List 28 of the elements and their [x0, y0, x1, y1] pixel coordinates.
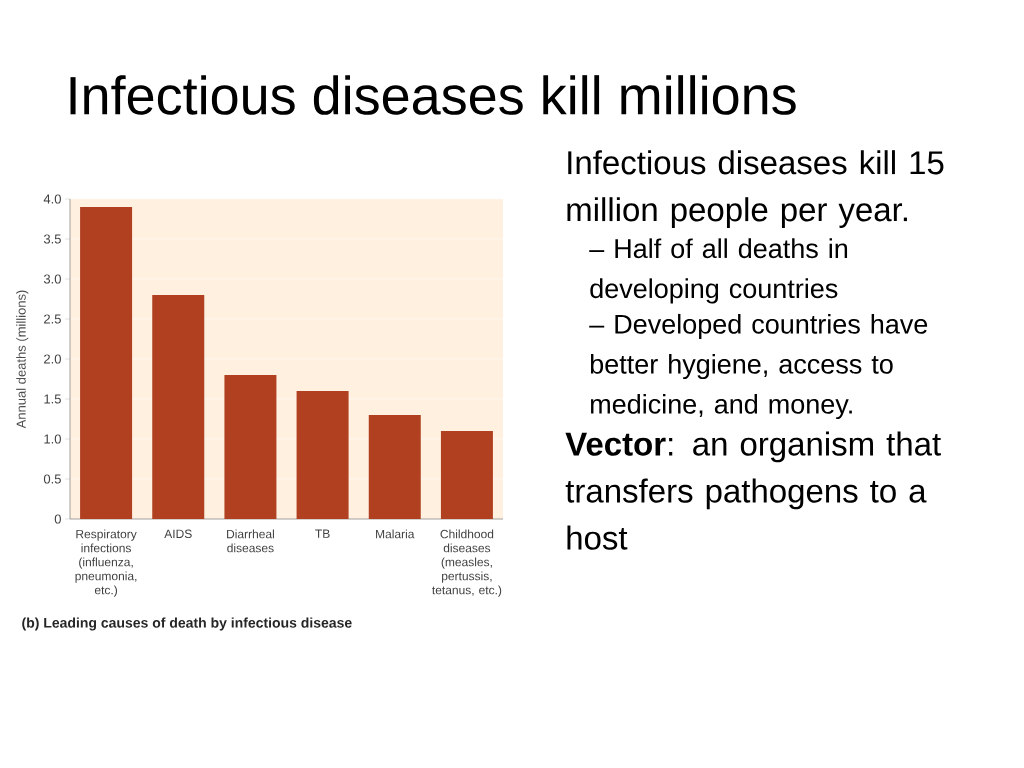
bar [296, 391, 349, 519]
text: – Half of all deaths in developing countries [589, 238, 848, 304]
text: Vector: an organism that transfers pathogens to a host [565, 431, 941, 550]
x-tick-label: Diarrheal diseases [227, 529, 274, 553]
y-tick-label: 0.5 [43, 474, 61, 484]
y-tick-label: 4.0 [43, 194, 61, 204]
text: (b) Leading causes of death by infectious disease [22, 617, 352, 631]
bar [80, 207, 133, 519]
x-tick-label: Respiratory infections (influenza, pneumonia, etc.) [75, 529, 137, 597]
x-tick-label: AIDS [164, 529, 192, 539]
bar [440, 431, 493, 519]
bar [368, 415, 421, 519]
y-tick-label: 0 [54, 514, 61, 524]
x-tick-label: Childhood diseases (measles, pertussis, tetanus, etc.) [432, 529, 502, 597]
y-tick-label: 1.5 [44, 394, 61, 404]
bar [224, 375, 277, 519]
x-tick-label: TB [315, 529, 330, 538]
y-axis-title: Annual deaths (millions) [16, 290, 29, 429]
chart-title: Infectious diseases kill millions [70, 75, 796, 115]
x-tick-label: Malaria [376, 529, 415, 539]
text: Infectious diseases kill 15 million people per year. [567, 150, 944, 228]
y-tick-label: 2.0 [44, 354, 61, 364]
y-tick-label: 1.0 [44, 434, 61, 444]
y-tick-label: 3.5 [43, 234, 61, 244]
bar [152, 295, 205, 519]
y-tick-label: 3.0 [43, 274, 61, 284]
text: – Developed countries have better hygiene, access to medicine, and money. [589, 313, 928, 420]
y-tick-label: 2.5 [44, 314, 61, 324]
